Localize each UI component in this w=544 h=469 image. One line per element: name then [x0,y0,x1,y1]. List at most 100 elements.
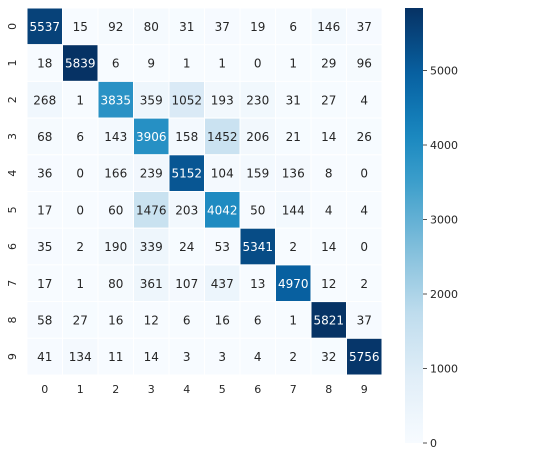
heatmap-cell-8-0 [26,301,63,339]
heatmap-cell-4-4 [168,154,205,193]
cell-value-1-6: 0 [254,57,262,71]
heatmap-cell-1-8 [310,44,347,82]
cell-value-8-7: 1 [289,313,297,327]
cell-value-3-6: 206 [246,130,269,144]
heatmap-cell-0-9 [346,7,383,46]
cell-value-6-2: 190 [104,240,127,254]
heatmap-cell-2-0 [26,80,63,119]
cell-value-9-4: 3 [183,350,191,364]
heatmap-cell-2-1 [62,80,99,119]
cell-value-6-6: 5341 [242,240,273,254]
cell-value-0-7: 6 [289,20,297,34]
heatmap-cell-9-0 [26,337,63,376]
cell-value-7-1: 1 [76,277,84,291]
cell-value-7-2: 80 [108,277,123,291]
colorbar [405,8,423,443]
cell-value-7-3: 361 [140,277,163,291]
cell-value-6-8: 14 [321,240,336,254]
colorbar-ticks: 0 1000 2000 3000 4000 5000 [423,65,458,450]
heatmap-cell-8-8 [310,301,347,339]
heatmap-cell-3-0 [26,117,63,156]
heatmap-cell-6-7 [275,227,312,266]
heatmap-cell-2-2 [97,80,134,119]
colorbar-tick-label-1: 1000 [430,363,458,376]
cell-value-7-7: 4970 [278,277,309,291]
y-tick-label-2: 2 [6,96,19,103]
cell-value-3-3: 3906 [136,130,167,144]
heatmap-cell-6-8 [310,227,347,266]
heatmap-cell-1-1 [62,44,99,82]
cell-value-0-1: 15 [73,20,88,34]
cell-value-5-9: 4 [360,203,368,217]
cell-value-4-2: 166 [104,167,127,181]
x-tick-label-1: 1 [77,383,84,396]
cell-value-4-7: 136 [282,167,305,181]
cell-value-2-0: 268 [33,93,56,107]
cell-value-5-3: 1476 [136,203,167,217]
cell-value-9-6: 4 [254,350,262,364]
cell-value-8-1: 27 [73,313,88,327]
cell-value-4-3: 239 [140,167,163,181]
heatmap-cell-0-7 [275,7,312,46]
heatmap-cell-6-9 [346,227,383,266]
cell-value-3-5: 1452 [207,130,238,144]
y-tick-label-4: 4 [6,170,19,177]
x-tick-label-5: 5 [219,383,226,396]
heatmap-cell-8-3 [133,301,170,339]
cell-value-1-1: 5839 [65,57,96,71]
heatmap-cell-8-4 [168,301,205,339]
heatmap-cell-5-5 [204,191,241,229]
heatmap-cell-6-5 [204,227,241,266]
heatmap-cell-6-3 [133,227,170,266]
heatmap-cell-7-5 [204,264,241,303]
cell-value-9-2: 11 [108,350,123,364]
cell-value-7-0: 17 [37,277,52,291]
cell-value-5-7: 144 [282,203,305,217]
cell-value-8-0: 58 [37,313,52,327]
x-tick-label-6: 6 [254,383,261,396]
cell-value-8-9: 37 [357,313,372,327]
heatmap-cell-4-1 [62,154,99,193]
cell-value-2-3: 359 [140,93,163,107]
y-tick-label-1: 1 [6,60,19,67]
heatmap-cell-8-1 [62,301,99,339]
cell-value-3-8: 14 [321,130,336,144]
cell-value-1-8: 29 [321,57,336,71]
y-tick-label-8: 8 [6,316,19,323]
colorbar-tick-label-2: 2000 [430,288,458,301]
cell-value-2-8: 27 [321,93,336,107]
heatmap-cell-5-3 [133,191,170,229]
heatmap-cell-4-8 [310,154,347,193]
cell-value-5-5: 4042 [207,203,238,217]
cell-value-1-9: 96 [357,57,372,71]
heatmap-cell-8-6 [239,301,276,339]
y-tick-label-5: 5 [6,206,19,213]
cell-value-4-8: 8 [325,167,333,181]
cell-value-6-7: 2 [289,240,297,254]
heatmap-cell-0-5 [204,7,241,46]
heatmap-cell-9-3 [133,337,170,376]
heatmap-cell-0-0 [26,7,63,46]
cell-value-2-2: 3835 [100,93,131,107]
heatmap-cell-9-8 [310,337,347,376]
cell-value-7-4: 107 [175,277,198,291]
heatmap-cell-9-4 [168,337,205,376]
heatmap-cell-0-1 [62,7,99,46]
cell-value-1-5: 1 [218,57,226,71]
cell-value-0-9: 37 [357,20,372,34]
cell-value-2-4: 1052 [171,93,202,107]
heatmap-cell-7-1 [62,264,99,303]
x-tick-label-9: 9 [361,383,368,396]
cell-value-8-6: 6 [254,313,262,327]
heatmap-cell-1-7 [275,44,312,82]
cell-value-2-6: 230 [246,93,269,107]
heatmap-cell-7-9 [346,264,383,303]
cell-value-0-4: 31 [179,20,194,34]
cell-value-4-6: 159 [246,167,269,181]
cell-value-9-3: 14 [144,350,159,364]
x-tick-label-2: 2 [112,383,119,396]
cell-value-8-2: 16 [108,313,123,327]
heatmap-cell-5-4 [168,191,205,229]
